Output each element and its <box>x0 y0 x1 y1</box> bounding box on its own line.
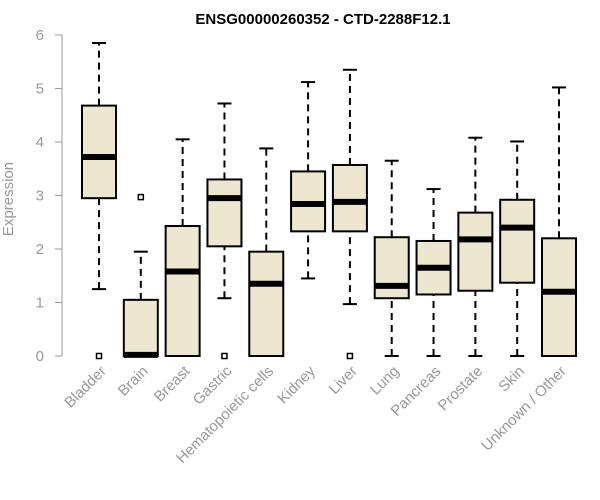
box-body <box>541 237 577 357</box>
y-tick-label: 4 <box>36 134 44 151</box>
box-body <box>122 298 159 358</box>
box-body <box>499 198 536 284</box>
box-body <box>331 164 368 233</box>
outlier-point <box>137 193 145 201</box>
box-liver <box>331 68 368 360</box>
x-tick-label: Brain <box>115 363 152 400</box>
box-lung <box>373 159 410 357</box>
box-prostate <box>457 136 494 357</box>
outlier-point <box>346 352 354 360</box>
box-brain <box>122 193 159 358</box>
box-body <box>164 224 201 357</box>
outlier-point <box>95 352 103 360</box>
y-axis-label: Expression <box>0 162 17 236</box>
boxes-group <box>81 42 577 360</box>
box-body <box>373 236 410 300</box>
box-gastric <box>206 102 243 360</box>
x-tick-label: Skin <box>495 363 528 396</box>
box-kidney <box>290 81 327 280</box>
box-body <box>81 104 117 200</box>
x-tick-label: Lung <box>367 363 403 399</box>
x-tick-label: Liver <box>326 363 361 398</box>
box-hematopoietic-cells <box>248 147 285 357</box>
box-unknown-other <box>541 86 577 357</box>
box-breast <box>164 138 201 357</box>
y-tick-label: 6 <box>36 27 44 44</box>
y-tick-label: 1 <box>36 295 44 312</box>
y-tick-label: 3 <box>36 188 44 205</box>
y-tick-label: 0 <box>36 348 44 365</box>
outlier-point <box>221 352 228 360</box>
box-body <box>248 250 285 357</box>
box-pancreas <box>415 188 452 357</box>
y-tick-label: 2 <box>36 241 44 258</box>
x-tick-label: Breast <box>151 362 194 405</box>
x-tick-label: Bladder <box>61 363 110 412</box>
x-tick-label: Kidney <box>274 362 319 407</box>
x-tick-label: Prostate <box>435 363 487 415</box>
box-bladder <box>81 42 117 360</box>
box-body <box>206 178 243 248</box>
box-body <box>457 211 494 292</box>
chart-title: ENSG00000260352 - CTD-2288F12.1 <box>195 11 450 28</box>
y-tick-label: 5 <box>36 81 44 98</box>
box-skin <box>499 140 536 357</box>
y-axis: 0 1 2 3 4 5 6 <box>36 27 63 365</box>
